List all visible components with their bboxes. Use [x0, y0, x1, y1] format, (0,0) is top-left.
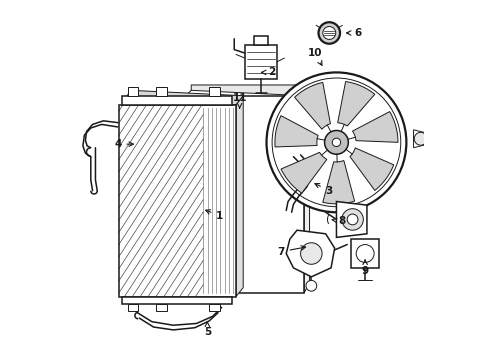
Circle shape — [323, 27, 336, 40]
Polygon shape — [337, 202, 367, 237]
Text: 10: 10 — [308, 48, 322, 65]
Polygon shape — [119, 105, 236, 297]
Polygon shape — [236, 96, 243, 297]
Polygon shape — [245, 45, 277, 79]
Text: 7: 7 — [277, 246, 306, 257]
Polygon shape — [275, 116, 318, 147]
Circle shape — [347, 214, 358, 225]
Text: 2: 2 — [262, 67, 275, 77]
Circle shape — [267, 72, 406, 212]
Polygon shape — [338, 81, 375, 126]
Polygon shape — [414, 130, 428, 148]
Circle shape — [272, 78, 401, 207]
Polygon shape — [191, 85, 310, 96]
Text: 8: 8 — [332, 216, 345, 226]
Polygon shape — [304, 85, 310, 293]
Polygon shape — [350, 148, 394, 190]
Text: 5: 5 — [204, 321, 211, 337]
Polygon shape — [254, 36, 269, 45]
Polygon shape — [209, 87, 220, 96]
Text: 9: 9 — [362, 260, 368, 276]
Text: 3: 3 — [315, 184, 333, 196]
Polygon shape — [128, 304, 139, 311]
Polygon shape — [286, 230, 335, 277]
Polygon shape — [122, 96, 232, 105]
Polygon shape — [294, 82, 330, 129]
Polygon shape — [156, 304, 167, 311]
Text: 1: 1 — [206, 210, 223, 221]
Circle shape — [318, 22, 340, 44]
Circle shape — [332, 138, 341, 147]
Polygon shape — [352, 112, 398, 142]
Text: 4: 4 — [114, 139, 133, 149]
Polygon shape — [128, 87, 139, 96]
Polygon shape — [281, 152, 327, 193]
Polygon shape — [156, 87, 167, 96]
Circle shape — [342, 209, 364, 230]
Polygon shape — [323, 161, 355, 204]
Text: 11: 11 — [232, 93, 247, 108]
Circle shape — [300, 243, 322, 264]
Circle shape — [414, 132, 427, 145]
Polygon shape — [351, 239, 379, 268]
Polygon shape — [209, 304, 220, 311]
Circle shape — [306, 280, 317, 291]
Polygon shape — [186, 96, 304, 293]
Polygon shape — [122, 297, 232, 304]
Text: 6: 6 — [346, 28, 362, 38]
Polygon shape — [124, 90, 243, 105]
Circle shape — [324, 130, 348, 154]
